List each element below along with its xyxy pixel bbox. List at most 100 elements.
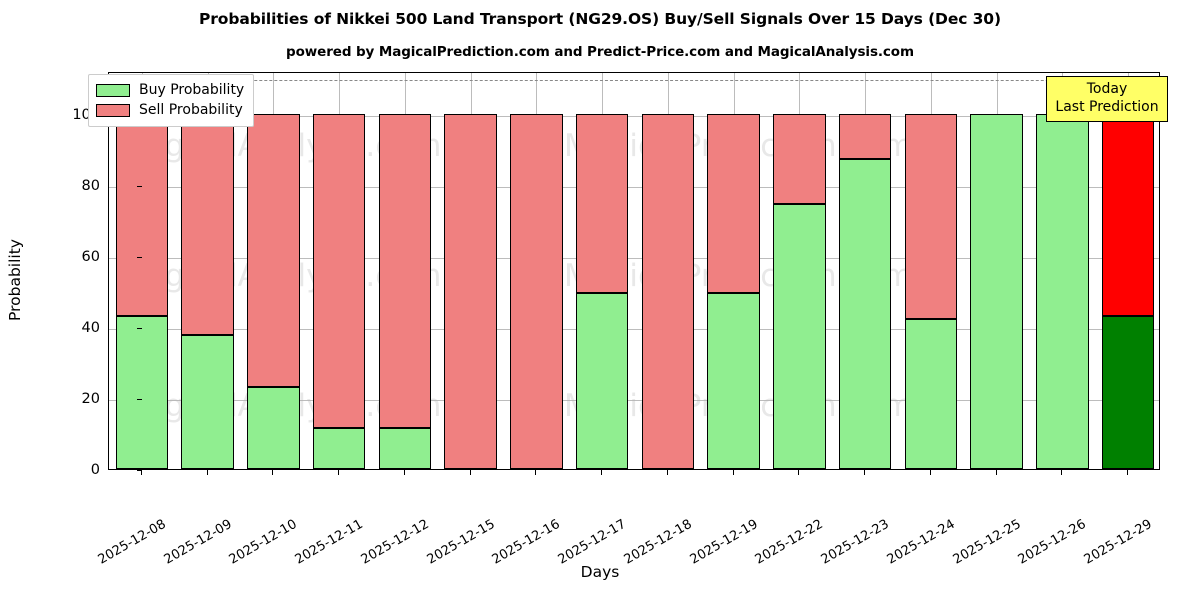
x-axis-tick-label: 2025-12-09 [161,516,235,568]
bar-segment-sell [247,113,300,388]
y-axis-tick-label: 80 [81,177,100,194]
bar-segment-sell [707,113,760,293]
y-axis-tick-label: 60 [81,248,100,265]
bar-segment-sell [641,113,695,469]
bar-segment-sell [181,113,234,336]
chart-legend: Buy Probability Sell Probability [88,74,255,127]
x-axis-tick-label: 2025-12-17 [555,516,629,568]
legend-label-sell: Sell Probability [139,102,243,118]
grid-line-horizontal [109,186,1159,188]
bar-2025-12-11[interactable] [312,73,366,469]
bar-segment-buy [970,113,1023,469]
bar-2025-12-08[interactable] [115,73,169,469]
bar-segment-buy [904,318,958,469]
today-annotation: Today Last Prediction [1046,76,1168,122]
plot-area: MagicalAnalysis.comMagicalPrediction.com… [108,72,1160,470]
bar-2025-12-23[interactable] [838,73,892,469]
x-axis-tick-label: 2025-12-23 [818,516,892,568]
bar-2025-12-17[interactable] [575,73,629,469]
x-axis-tick-mark [1061,470,1063,475]
legend-swatch-sell [96,103,130,117]
bar-2025-12-18[interactable] [641,73,695,469]
grid-line-horizontal [109,115,1159,117]
bar-2025-12-10[interactable] [247,73,300,469]
x-axis-tick-label: 2025-12-15 [424,516,498,568]
x-axis-tick-label: 2025-12-16 [490,516,563,568]
x-axis-tick-label: 2025-12-26 [1016,516,1089,568]
bar-2025-12-25[interactable] [970,73,1023,469]
bar-segment-sell [378,113,432,429]
x-axis-tick-label: 2025-12-11 [292,516,366,568]
grid-line-horizontal [109,399,1159,401]
legend-swatch-buy [96,83,130,97]
bar-segment-sell [904,113,958,319]
bar-segment-sell [510,113,563,469]
bar-segment-buy [773,203,826,469]
x-axis-tick-mark [469,470,471,475]
x-axis-tick-mark [535,470,537,475]
grid-line-horizontal [109,257,1159,259]
x-axis-tick-mark [206,470,208,475]
x-axis-tick-label: 2025-12-22 [753,516,826,568]
x-axis-tick-mark [338,470,340,475]
x-axis-tick-label: 2025-12-24 [884,516,958,568]
bar-segment-buy [378,428,432,469]
bar-segment-sell [444,113,497,469]
bar-segment-sell [838,113,892,160]
bar-segment-buy [115,316,169,469]
today-annotation-line1: Today [1086,81,1128,97]
y-axis-tick-mark [137,398,142,401]
bar-2025-12-15[interactable] [444,73,497,469]
x-axis-label: Days [580,563,620,581]
y-axis-tick-mark [137,256,142,258]
bar-segment-sell [312,113,366,429]
bar-2025-12-12[interactable] [378,73,432,469]
legend-label-buy: Buy Probability [139,82,245,98]
bar-2025-12-16[interactable] [510,73,563,469]
y-axis-tick-label: 20 [81,390,100,407]
bar-segment-sell [773,113,826,204]
x-axis-tick-mark [666,470,668,475]
grid-line-horizontal [109,328,1159,330]
y-axis-tick-label: 0 [90,462,100,478]
reference-line [109,80,1159,82]
bar-segment-buy [1036,113,1089,469]
bar-segment-buy [838,159,892,469]
x-axis-tick-mark [995,470,997,475]
x-axis-tick-mark [1127,470,1129,475]
bar-2025-12-19[interactable] [707,73,760,469]
x-axis-tick-mark [601,470,603,475]
legend-item-sell: Sell Probability [96,100,244,120]
bar-segment-buy [312,428,366,469]
x-axis-tick-mark [140,470,142,475]
page-title: Probabilities of Nikkei 500 Land Transpo… [199,10,1001,28]
x-axis-tick-mark [929,470,931,475]
x-axis-tick-label: 2025-12-08 [95,516,169,568]
y-axis-label: Probability [6,239,24,321]
y-axis-tick-mark [137,185,142,187]
bar-2025-12-29[interactable] [1101,73,1155,469]
x-axis-tick-mark [732,470,734,475]
x-axis-tick-label: 2025-12-25 [950,516,1024,568]
today-annotation-line2: Last Prediction [1055,99,1159,115]
bar-segment-sell [575,113,629,293]
x-axis-tick-mark [272,470,274,475]
y-axis-tick-mark [137,470,142,472]
bar-segment-buy [1101,316,1155,469]
bar-2025-12-24[interactable] [904,73,958,469]
bar-segment-buy [181,335,234,469]
chart-subtitle: powered by MagicalPrediction.com and Pre… [286,44,914,60]
x-axis-tick-mark [798,470,800,475]
y-axis-tick-label: 40 [81,319,100,336]
bar-segment-sell [1101,113,1155,317]
bar-segment-buy [575,292,629,469]
bar-2025-12-09[interactable] [181,73,234,469]
x-axis-tick-mark [864,470,866,475]
x-axis-tick-label: 2025-12-29 [1081,516,1155,568]
bar-segment-sell [115,113,169,317]
bar-2025-12-22[interactable] [773,73,826,469]
bar-2025-12-26[interactable] [1036,73,1089,469]
x-axis-tick-label: 2025-12-10 [227,516,300,568]
y-axis-tick-mark [137,327,142,329]
